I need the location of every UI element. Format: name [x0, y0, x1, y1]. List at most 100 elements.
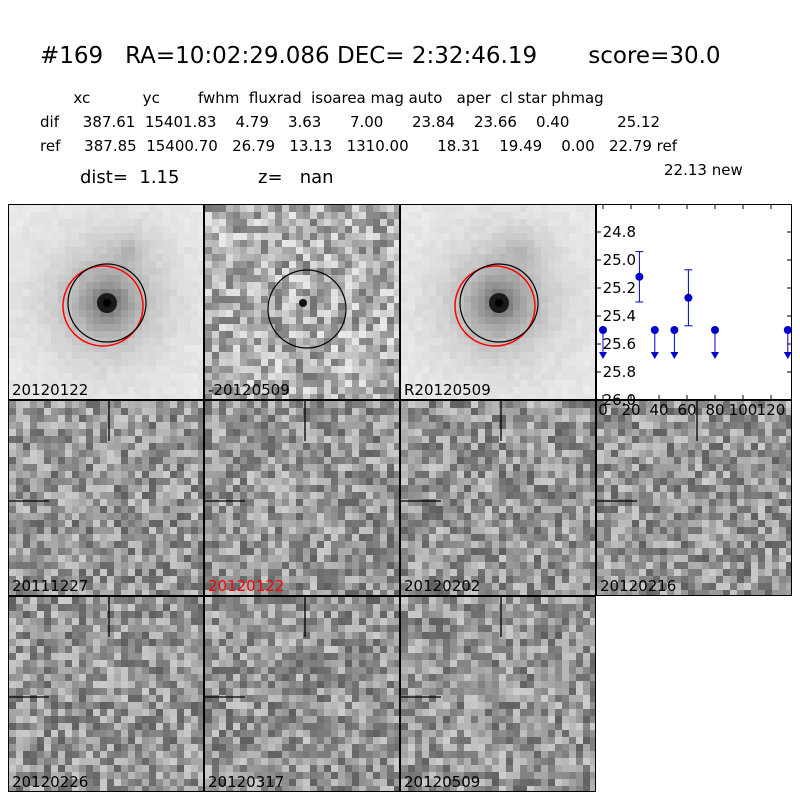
pixel — [289, 457, 297, 465]
pixel — [317, 324, 325, 332]
pixel — [205, 499, 213, 507]
pixel — [261, 429, 269, 437]
pixel — [9, 233, 17, 241]
pixel — [275, 450, 283, 458]
pixel — [457, 569, 465, 577]
pixel — [30, 436, 38, 444]
pixel — [303, 317, 311, 325]
pixel — [583, 422, 591, 430]
pixel — [72, 282, 80, 290]
pixel — [268, 401, 276, 409]
pixel — [163, 275, 171, 283]
pixel — [688, 443, 696, 451]
pixel — [513, 254, 521, 262]
pixel — [562, 513, 570, 521]
pixel — [338, 296, 346, 304]
pixel — [156, 527, 164, 535]
pixel — [107, 464, 115, 472]
pixel — [583, 450, 591, 458]
pixel — [471, 247, 479, 255]
pixel — [576, 261, 584, 269]
pixel — [184, 226, 192, 234]
pixel — [366, 331, 374, 339]
pixel — [191, 233, 199, 241]
pixel — [331, 534, 339, 542]
pixel — [408, 317, 416, 325]
pixel — [492, 331, 500, 339]
pixel — [492, 233, 500, 241]
pixel — [198, 485, 203, 493]
pixel — [548, 457, 556, 465]
pixel — [380, 282, 388, 290]
pixel — [394, 464, 399, 472]
pixel — [415, 492, 423, 500]
pixel — [520, 450, 528, 458]
pixel — [338, 366, 346, 374]
pixel — [415, 310, 423, 318]
pixel — [107, 422, 115, 430]
pixel — [268, 219, 276, 227]
pixel — [121, 345, 129, 353]
pixel — [247, 450, 255, 458]
pixel — [401, 471, 409, 479]
pixel — [121, 443, 129, 451]
pixel — [247, 408, 255, 416]
pixel — [261, 408, 269, 416]
pixel — [401, 205, 409, 213]
pixel — [443, 261, 451, 269]
pixel — [51, 415, 59, 423]
pixel — [744, 457, 752, 465]
pixel — [366, 380, 374, 388]
pixel — [583, 576, 591, 584]
pixel — [499, 240, 507, 248]
pixel — [751, 443, 759, 451]
pixel — [450, 534, 458, 542]
pixel — [72, 261, 80, 269]
pixel — [121, 520, 129, 528]
pixel — [352, 534, 360, 542]
pixel — [268, 450, 276, 458]
pixel — [569, 499, 577, 507]
pixel — [289, 282, 297, 290]
pixel — [576, 464, 584, 472]
pixel — [394, 569, 399, 577]
pixel — [170, 324, 178, 332]
pixel — [352, 212, 360, 220]
pixel — [576, 205, 584, 213]
pixel — [121, 499, 129, 507]
pixel — [359, 247, 367, 255]
pixel — [23, 317, 31, 325]
pixel — [569, 478, 577, 486]
pixel — [583, 464, 591, 472]
pixel — [170, 303, 178, 311]
pixel — [310, 380, 318, 388]
pixel — [464, 317, 472, 325]
pixel — [422, 576, 430, 584]
pixel — [310, 485, 318, 493]
pixel — [338, 233, 346, 241]
pixel — [30, 254, 38, 262]
pixel — [58, 422, 66, 430]
pixel — [23, 436, 31, 444]
pixel — [23, 282, 31, 290]
pixel — [205, 436, 213, 444]
pixel — [303, 499, 311, 507]
pixel — [128, 366, 136, 374]
pixel — [499, 513, 507, 521]
pixel — [275, 429, 283, 437]
pixel — [618, 408, 626, 416]
pixel — [254, 443, 262, 451]
pixel — [345, 527, 353, 535]
pixel — [268, 457, 276, 465]
pixel — [492, 506, 500, 514]
pixel — [555, 492, 563, 500]
pixel — [58, 506, 66, 514]
pixel — [240, 387, 248, 395]
pixel — [58, 555, 66, 563]
pixel — [23, 338, 31, 346]
pixel — [492, 219, 500, 227]
pixel — [310, 296, 318, 304]
pixel — [331, 254, 339, 262]
pixel — [492, 345, 500, 353]
pixel — [583, 373, 591, 381]
